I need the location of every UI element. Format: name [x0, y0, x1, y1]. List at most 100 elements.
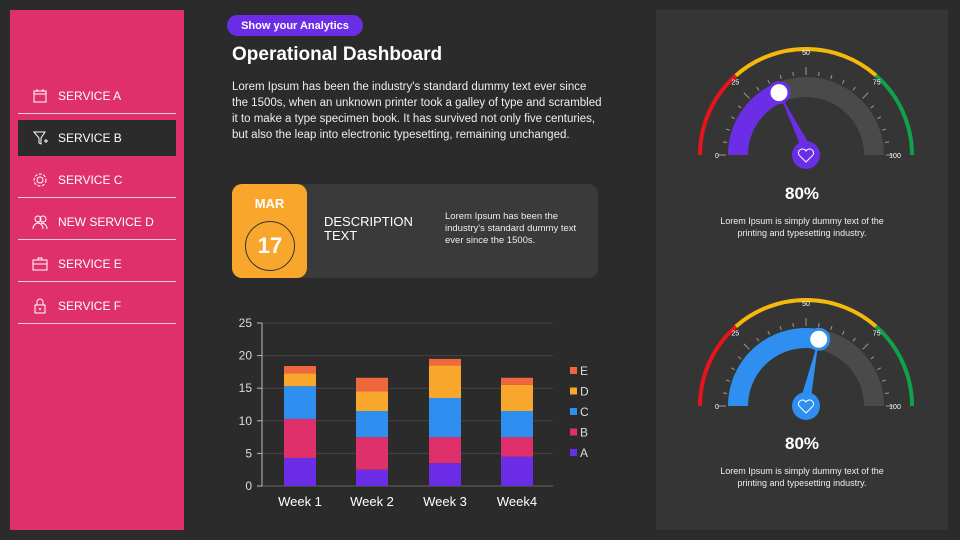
bar-A-week2 — [356, 469, 388, 486]
legend-swatch-C — [570, 408, 577, 415]
show-analytics-button[interactable]: Show your Analytics — [227, 15, 363, 36]
gauge-needle — [778, 92, 811, 147]
briefcase-icon — [32, 257, 48, 270]
gauge-tick-label: 100 — [889, 404, 901, 411]
gauge-1-text: Lorem Ipsum is simply dummy text of the … — [720, 216, 884, 238]
gauge-tick-label: 0 — [715, 153, 719, 160]
x-tick-label: Week4 — [497, 494, 537, 509]
gauge-tick — [881, 128, 887, 131]
lock-icon — [34, 298, 46, 313]
gauge-tick — [722, 392, 728, 394]
gauge-tick — [792, 322, 794, 328]
bar-D-week3 — [429, 365, 461, 398]
zone-low-arc — [698, 324, 738, 407]
bar-B-week2 — [356, 437, 388, 470]
gauge-tick-label: 75 — [873, 330, 881, 337]
sidebar-item-service-e[interactable]: SERVICE E — [18, 246, 176, 282]
zone-mid-arc — [734, 47, 878, 77]
sidebar-item-label: SERVICE C — [58, 172, 123, 187]
gauge-tick — [756, 337, 760, 342]
date-month: MAR — [254, 196, 285, 211]
bar-A-week4 — [501, 456, 533, 486]
gauge-tick — [722, 141, 728, 143]
y-tick-label: 25 — [239, 316, 253, 330]
gauge-tick — [818, 322, 820, 328]
sidebar-item-service-f[interactable]: SERVICE F — [18, 288, 176, 324]
legend-label-E: E — [580, 364, 588, 378]
gauge-tick-label: 50 — [802, 301, 810, 308]
gauge-tick — [884, 392, 890, 394]
date-day: 17 — [245, 221, 295, 271]
gauge-tick-label: 25 — [731, 330, 739, 337]
gauge-tick — [818, 71, 820, 77]
gauge-fill — [728, 328, 821, 407]
gauge-tick — [852, 86, 856, 91]
legend-label-D: D — [580, 385, 589, 399]
date-badge: MAR 17 — [232, 184, 307, 278]
heart-icon — [798, 399, 814, 414]
gauge-2-text: Lorem Ipsum is simply dummy text of the … — [720, 466, 884, 488]
gauge-tick — [725, 128, 731, 131]
heart-icon — [798, 148, 814, 163]
users-icon — [32, 215, 48, 229]
gauge-tick — [730, 116, 735, 120]
sidebar-item-service-a[interactable]: SERVICE A — [18, 78, 176, 114]
sidebar-item-label: NEW SERVICE D — [58, 214, 154, 229]
bar-B-week4 — [501, 437, 533, 457]
bar-A-week1 — [284, 457, 316, 486]
zone-high-arc — [874, 324, 914, 407]
legend-swatch-D — [570, 387, 577, 395]
sidebar-item-service-c[interactable]: SERVICE C — [18, 162, 176, 198]
gauge-needle — [801, 339, 819, 398]
gauge-tick — [792, 71, 794, 77]
gear-icon — [33, 173, 47, 186]
y-tick-label: 20 — [239, 349, 253, 363]
sidebar-item-label: SERVICE A — [58, 88, 122, 103]
gauge-tick — [877, 116, 882, 120]
sidebar-item-new-service-d[interactable]: NEW SERVICE D — [18, 204, 176, 240]
zone-high-arc — [874, 73, 914, 156]
gauge-tick — [767, 79, 771, 84]
needle-hub — [792, 141, 820, 169]
needle-hub — [792, 392, 820, 420]
page-title: Operational Dashboard — [232, 44, 443, 65]
bar-B-week3 — [429, 437, 461, 464]
bar-A-week3 — [429, 463, 461, 486]
gauge-tick — [841, 330, 845, 335]
bar-C-week3 — [429, 397, 461, 438]
gauge-tick — [870, 105, 875, 109]
sidebar-item-service-b[interactable]: SERVICE B — [18, 120, 176, 156]
gauge-tick — [862, 343, 869, 350]
gauge-tick — [779, 74, 782, 80]
bar-C-week4 — [501, 411, 533, 438]
bar-E-week4 — [501, 377, 533, 385]
bar-D-week2 — [356, 391, 388, 412]
legend-swatch-E — [570, 367, 577, 374]
gauge-1-percent: 80% — [784, 184, 820, 203]
bar-D-week4 — [501, 384, 533, 412]
y-tick-label: 10 — [239, 414, 253, 428]
gauge-tick — [877, 367, 882, 371]
sidebar-item-label: SERVICE E — [58, 256, 122, 271]
sidebar-item-label: SERVICE F — [58, 298, 122, 313]
gauge-tick-label: 75 — [873, 79, 881, 86]
y-tick-label: 15 — [239, 381, 253, 395]
intro-text: Lorem Ipsum has been the industry's stan… — [232, 81, 602, 141]
bar-E-week3 — [429, 358, 461, 366]
x-tick-label: Week 1 — [278, 494, 322, 509]
y-tick-label: 0 — [245, 479, 252, 493]
sidebar: SERVICE A SERVICE B SERVICE C NEW SERVICE D… — [10, 10, 184, 530]
description-title: DESCRIPTION TEXT — [324, 214, 413, 243]
sidebar-item-label: SERVICE B — [58, 131, 122, 145]
gauge-tick — [743, 343, 750, 350]
y-tick-label: 5 — [245, 446, 252, 460]
gauge-knob — [767, 81, 791, 105]
event-card: MAR 17 DESCRIPTION TEXT Lorem Ipsum has … — [232, 184, 598, 278]
x-tick-label: Week 2 — [350, 494, 394, 509]
bar-C-week2 — [356, 411, 388, 438]
bar-E-week1 — [284, 366, 316, 374]
legend-swatch-B — [570, 428, 577, 436]
gauge-tick-label: 0 — [715, 404, 719, 411]
